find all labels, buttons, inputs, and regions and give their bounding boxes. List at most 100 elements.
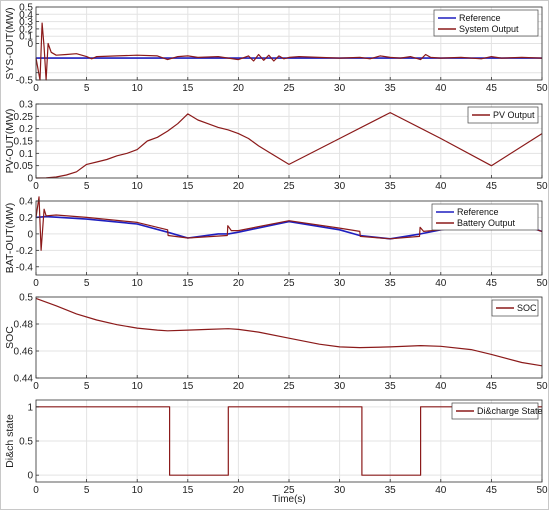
x-tick-label: 15: [182, 485, 194, 496]
x-tick-label: 40: [435, 485, 447, 496]
x-tick-label: 30: [334, 278, 346, 289]
chart-pv: 0 5 10 15 20 25 30 35 40 45 50 0 0.050.10.15 0.20.250…: [4, 100, 548, 193]
chart-sys: 0 5 10 15 20 25 30 35 40 45 50-0.500.10.20.30.40.5…: [4, 3, 548, 95]
y-tick-label: 0.46: [14, 347, 34, 358]
x-tick-label: 40: [435, 278, 447, 289]
x-tick-label: 25: [283, 278, 295, 289]
x-tick-label: 20: [233, 83, 245, 94]
y-tick-label: 0.4: [19, 10, 33, 21]
series-line-di-charge-state: [36, 406, 542, 476]
x-tick-label: 15: [182, 181, 194, 192]
legend-box: [433, 9, 539, 37]
legend-label: Battery Output: [457, 218, 516, 228]
legend-label: Reference: [459, 13, 501, 23]
legend: Di&charge State: [451, 402, 543, 420]
x-tick-label: 40: [435, 181, 447, 192]
x-tick-label: 30: [334, 181, 346, 192]
y-tick-label: 0: [27, 174, 33, 185]
x-tick-label: 10: [132, 83, 144, 94]
x-tick-label: 35: [385, 485, 397, 496]
y-tick-label: 0.48: [14, 320, 34, 331]
y-tick-label: 0: [27, 39, 33, 50]
x-tick-label: 5: [84, 181, 90, 192]
legend-box: [467, 106, 539, 124]
x-tick-label: 50: [536, 485, 548, 496]
x-tick-label: 15: [182, 278, 194, 289]
y-tick-label: 0.2: [19, 124, 33, 135]
x-tick-label: 20: [233, 381, 245, 392]
x-tick-label: 45: [486, 278, 498, 289]
x-tick-label: 20: [233, 485, 245, 496]
x-tick-label: 0: [33, 181, 39, 192]
y-tick-label: 0.1: [19, 149, 33, 160]
x-tick-label: 35: [385, 181, 397, 192]
y-tick-label: -0.5: [16, 76, 34, 87]
y-tick-label: 0.1: [19, 32, 33, 43]
legend-label: SOC: [517, 303, 537, 313]
y-axis-label: PV-OUT(MW): [4, 109, 16, 174]
y-tick-label: 0.15: [14, 137, 34, 148]
x-tick-label: 25: [283, 83, 295, 94]
x-tick-label: 50: [536, 278, 548, 289]
x-tick-label: 50: [536, 181, 548, 192]
legend-label: Di&charge State: [477, 406, 543, 416]
y-axis-label: Di&ch state: [4, 414, 16, 468]
y-tick-label: -0.4: [16, 262, 34, 273]
y-tick-label: 0.5: [19, 3, 33, 14]
x-tick-label: 35: [385, 381, 397, 392]
y-tick-label: 0.5: [19, 293, 33, 304]
legend-box: [431, 203, 539, 231]
x-tick-label: 10: [132, 181, 144, 192]
x-tick-label: 0: [33, 278, 39, 289]
x-tick-label: 10: [132, 278, 144, 289]
x-tick-label: 40: [435, 83, 447, 94]
x-tick-label: 20: [233, 181, 245, 192]
y-axis-label: BAT-OUT(MW): [4, 203, 16, 273]
x-tick-label: 0: [33, 485, 39, 496]
y-axis-label: SOC: [4, 326, 16, 349]
x-tick-label: 15: [182, 83, 194, 94]
y-tick-label: 0.3: [19, 100, 33, 111]
y-tick-label: 0: [27, 471, 33, 482]
series-line-pv-output: [35, 112, 543, 179]
y-tick-label: 0.5: [19, 437, 33, 448]
x-tick-label: 15: [182, 381, 194, 392]
x-tick-label: 40: [435, 381, 447, 392]
x-tick-label: 25: [283, 381, 295, 392]
legend: PV Output: [467, 106, 539, 124]
legend: SOC: [491, 299, 539, 317]
x-tick-label: 5: [84, 83, 90, 94]
y-tick-label: 1: [27, 402, 33, 413]
y-tick-label: 0.3: [19, 17, 33, 28]
legend-box: [451, 402, 539, 420]
x-tick-label: 45: [486, 83, 498, 94]
chart-dis: 0 5 10 15 20 25 30 35 40 45 50 0 0.5 1 Di&ch state Di&c…: [4, 399, 548, 496]
legend-label: Reference: [457, 207, 499, 217]
x-tick-label: 30: [334, 485, 346, 496]
y-tick-label: 0.2: [19, 24, 33, 35]
x-tick-label: 0: [33, 83, 39, 94]
x-tick-label: 25: [283, 485, 295, 496]
legend-box: [491, 299, 539, 317]
x-tick-label: 45: [486, 485, 498, 496]
y-tick-label: 0.44: [14, 374, 34, 385]
y-tick-label: 0.4: [19, 197, 33, 208]
legend-label: System Output: [459, 24, 519, 34]
x-tick-label: 25: [283, 181, 295, 192]
y-tick-label: -0.2: [16, 246, 34, 257]
x-tick-label: 45: [486, 181, 498, 192]
x-tick-label: 5: [84, 485, 90, 496]
y-tick-label: 0.2: [19, 213, 33, 224]
y-axis-label: SYS-OUT(MW): [4, 7, 16, 79]
x-tick-label: 10: [132, 381, 144, 392]
x-tick-label: 5: [84, 278, 90, 289]
y-tick-label: 0: [27, 229, 33, 240]
legend-label: PV Output: [493, 110, 535, 120]
x-tick-label: 5: [84, 381, 90, 392]
x-tick-label: 20: [233, 278, 245, 289]
x-tick-label: 50: [536, 381, 548, 392]
series-line-system-output: [35, 22, 543, 81]
